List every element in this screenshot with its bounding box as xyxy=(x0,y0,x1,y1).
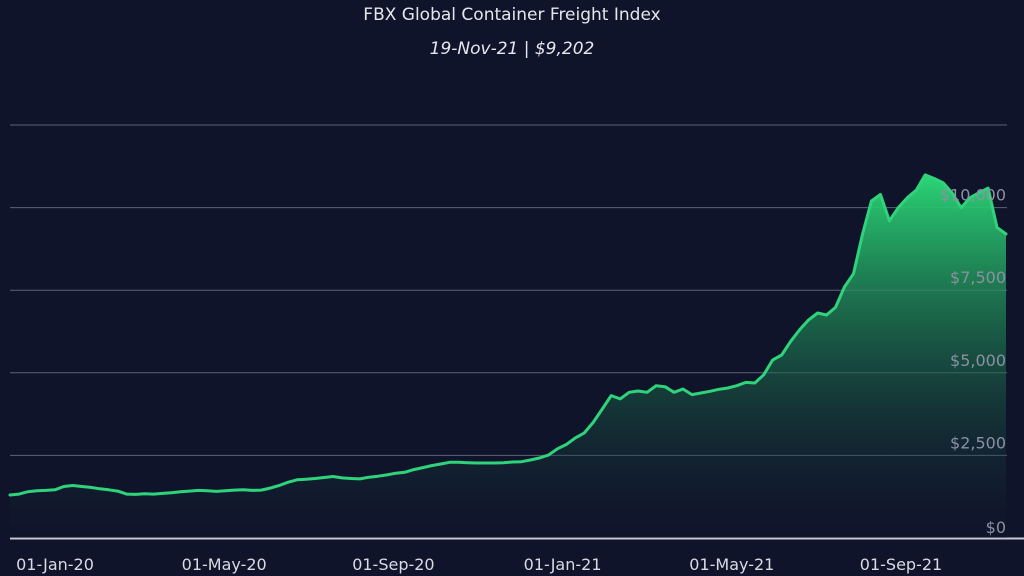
x-tick-label: 01-Sep-20 xyxy=(352,555,434,574)
y-tick-labels: $0 $2,500 $5,000 $7,500 $10,000 xyxy=(940,186,1006,537)
y-tick-label: $2,500 xyxy=(950,433,1006,452)
x-tick-label: 01-May-21 xyxy=(689,555,774,574)
area-layer xyxy=(8,173,1008,538)
y-tick-label: $0 xyxy=(986,518,1006,537)
y-tick-label: $10,000 xyxy=(940,186,1006,205)
series-line xyxy=(8,173,1008,497)
x-tick-label: 01-Jan-21 xyxy=(524,555,602,574)
chart-subtitle: 19-Nov-21 | $9,202 xyxy=(429,39,595,59)
series-area xyxy=(10,174,1006,538)
x-tick-label: 01-Jan-20 xyxy=(16,555,94,574)
y-tick-label: $7,500 xyxy=(950,268,1006,287)
x-tick-labels: 01-Jan-20 01-May-20 01-Sep-20 01-Jan-21 01-M… xyxy=(16,555,942,574)
y-tick-label: $5,000 xyxy=(950,351,1006,370)
x-tick-label: 01-Sep-21 xyxy=(860,555,942,574)
chart-title: FBX Global Container Freight Index xyxy=(363,5,661,25)
x-tick-label: 01-May-20 xyxy=(182,555,267,574)
